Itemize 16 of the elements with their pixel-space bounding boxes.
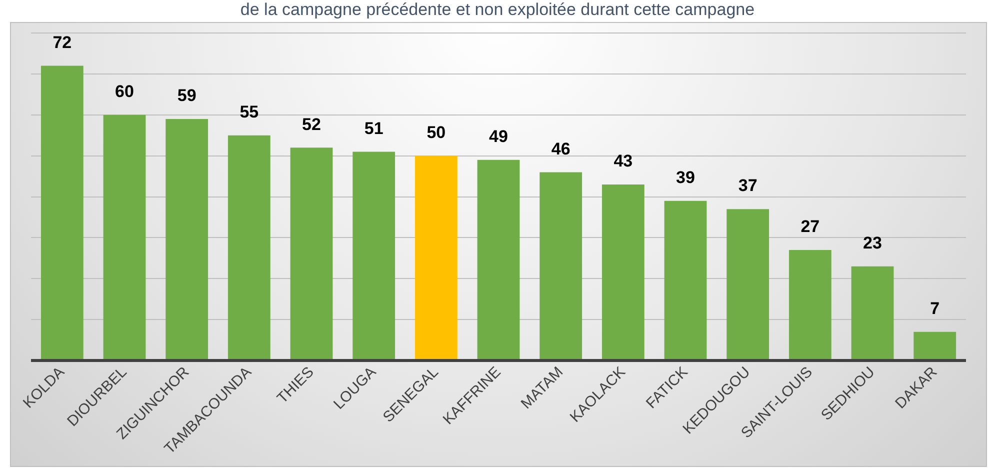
data-label: 39: [676, 168, 695, 188]
chart-title: de la campagne précédente et non exploitée durant cette campagne: [239, 0, 756, 20]
data-label: 46: [551, 139, 570, 158]
data-label: 43: [614, 152, 633, 171]
data-label: 59: [177, 86, 196, 106]
data-label: 55: [240, 102, 259, 122]
data-label: 60: [115, 82, 134, 102]
data-label: 23: [863, 234, 882, 253]
data-label: 49: [489, 127, 508, 146]
data-label: 72: [52, 32, 72, 52]
data-label: 51: [364, 118, 384, 138]
data-label: 7: [930, 299, 940, 318]
data-label: 37: [738, 176, 758, 196]
data-label: 52: [302, 114, 321, 134]
data-label: 50: [426, 123, 446, 142]
data-label: 27: [800, 217, 820, 236]
